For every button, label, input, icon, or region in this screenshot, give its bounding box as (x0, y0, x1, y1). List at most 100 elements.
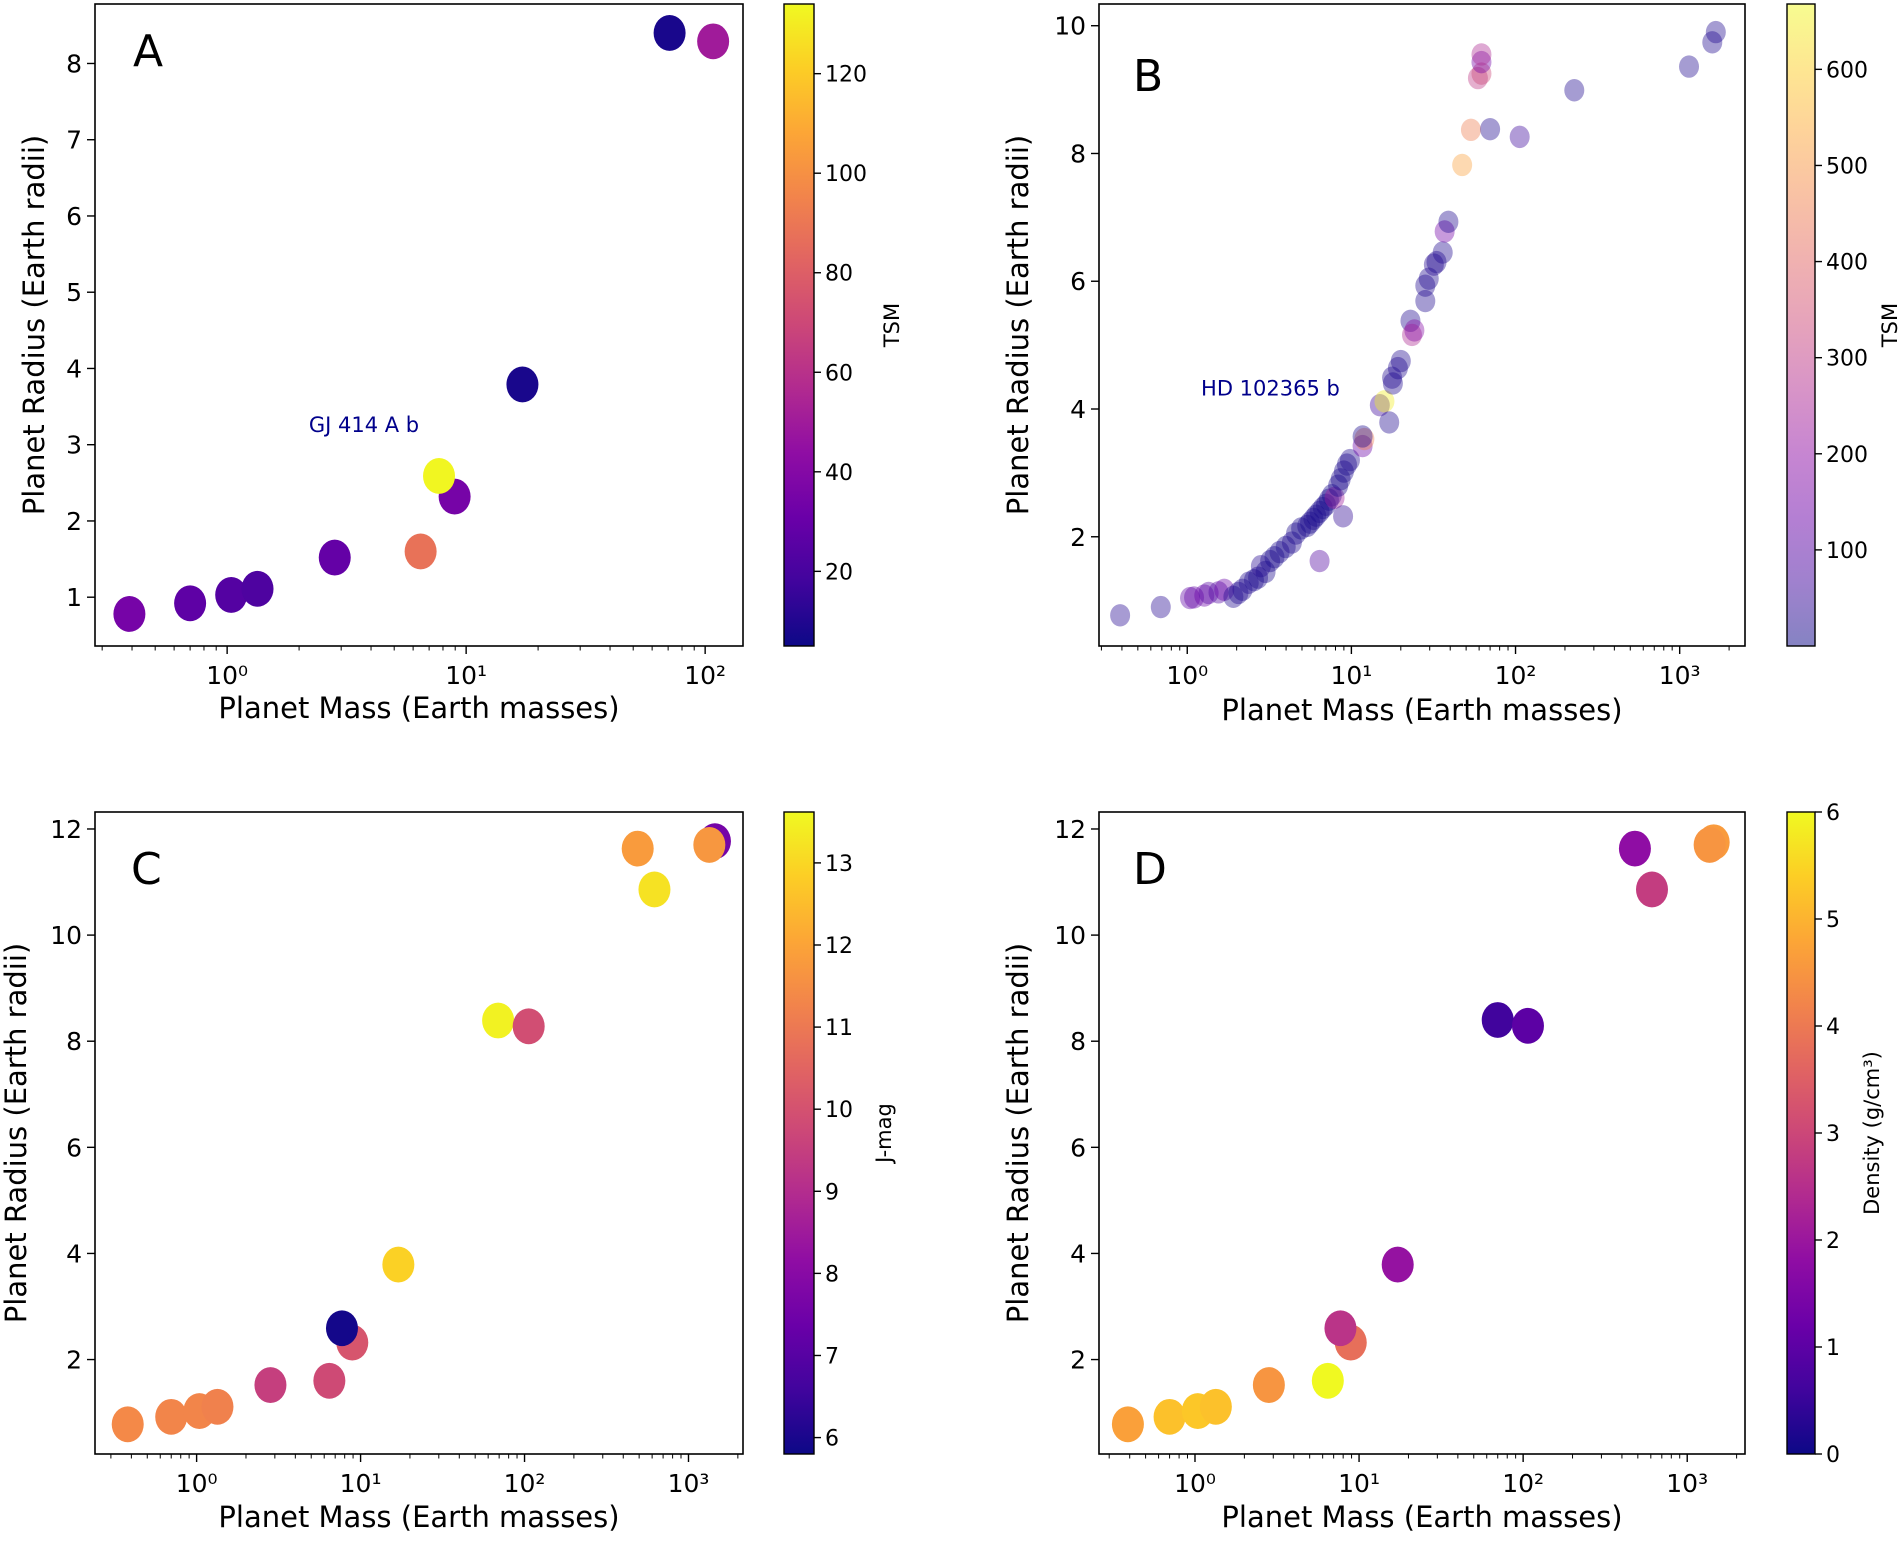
panel-c: 10⁰ 10¹ 10² 10³ 2 4 6 8 10 12 Planet Mass (Earth m… (0, 811, 896, 1534)
data-point (1467, 66, 1488, 90)
panel-label: D (1133, 844, 1167, 895)
data-point (1328, 474, 1349, 497)
y-tick-label: 4 (66, 354, 82, 383)
data-point (1352, 434, 1373, 458)
data-point (1312, 496, 1333, 520)
data-point (1260, 549, 1281, 573)
data-point (241, 570, 274, 607)
data-point (1387, 356, 1408, 380)
data-point (1390, 349, 1411, 373)
y-axis-label: Planet Radius (Earth radii) (0, 943, 33, 1323)
y-tick-label: 10 (1054, 12, 1086, 41)
data-point (1432, 241, 1453, 264)
data-point (1198, 581, 1219, 605)
data-point (1471, 50, 1492, 74)
y-tick-label: 8 (1070, 139, 1086, 168)
data-point (1318, 488, 1339, 511)
colorbar-tick-label: 100 (1826, 539, 1868, 564)
y-tick-label: 2 (1070, 1346, 1086, 1375)
data-point (201, 1388, 234, 1425)
colorbar-tick-label: 300 (1826, 347, 1868, 372)
data-point (1303, 507, 1324, 531)
data-point (1509, 125, 1530, 149)
colorbar-label: TSM (1878, 303, 1900, 348)
planet-annotation: HD 102365 b (1201, 376, 1340, 400)
colorbar-gradient (784, 812, 814, 1454)
data-point (653, 15, 686, 51)
data-point (1438, 210, 1459, 234)
colorbar-tick-label: 6 (825, 1427, 839, 1452)
data-point (1460, 118, 1481, 142)
y-axis-label: Planet Radius (Earth radii) (17, 135, 51, 515)
data-point (1426, 250, 1447, 274)
colorbar-tick-label: 4 (1826, 1015, 1840, 1040)
colorbar-tick-label: 9 (825, 1180, 839, 1205)
data-point (1352, 425, 1373, 448)
y-tick-label: 2 (1070, 523, 1086, 552)
colorbar-tick-label: 500 (1826, 154, 1868, 179)
data-point (1400, 309, 1421, 333)
data-point (1401, 323, 1422, 347)
data-point (1315, 493, 1336, 517)
data-point (174, 585, 207, 622)
y-tick-label: 8 (1070, 1027, 1086, 1056)
x-tick-label: 10² (1502, 1469, 1544, 1498)
x-tick-label: 10¹ (1330, 661, 1372, 690)
panel-label: C (131, 844, 162, 895)
data-point (1208, 581, 1229, 604)
data-point (404, 533, 437, 570)
data-point (1321, 484, 1342, 507)
data-point (1481, 1002, 1514, 1038)
data-point (155, 1398, 188, 1435)
data-point (1228, 581, 1249, 605)
data-point (1250, 554, 1271, 578)
y-axis-label: Planet Radius (Earth radii) (1001, 135, 1035, 515)
data-point (1705, 20, 1726, 44)
planet-annotation: GJ 414 A b (309, 413, 419, 437)
data-point (254, 1367, 287, 1403)
y-tick-label: 4 (1070, 1239, 1086, 1268)
y-tick-label: 12 (1054, 815, 1086, 844)
y-tick-label: 3 (66, 431, 82, 460)
colorbar-tick-label: 5 (1826, 908, 1840, 933)
data-point (1404, 319, 1425, 342)
y-tick-label: 6 (1070, 1133, 1086, 1162)
data-point (1324, 1310, 1357, 1347)
scatter-points (1111, 824, 1730, 1443)
data-point (313, 1362, 346, 1399)
data-point (325, 1310, 358, 1347)
x-axis-label: Planet Mass (Earth masses) (218, 691, 619, 725)
colorbar-tick-label: 1 (1826, 1336, 1840, 1361)
data-point (1423, 253, 1444, 276)
data-point (1336, 453, 1357, 476)
data-point (1306, 504, 1327, 527)
data-point (1324, 486, 1345, 509)
data-point (1511, 1007, 1544, 1044)
axes-frame (94, 3, 744, 647)
colorbar-tick-label: 10 (825, 1098, 853, 1123)
data-point (1223, 585, 1244, 609)
data-point (621, 830, 654, 867)
data-point (1199, 1388, 1232, 1425)
colorbar-gradient (1787, 4, 1815, 646)
y-tick-label: 4 (1070, 395, 1086, 424)
data-point (1286, 522, 1307, 545)
data-point (1374, 390, 1395, 413)
data-point (382, 1246, 415, 1283)
colorbar-tick-label: 200 (1826, 443, 1868, 468)
scatter-points (113, 15, 730, 632)
colorbar-tick-label: 3 (1826, 1122, 1840, 1147)
colorbar-tick-label: 11 (825, 1016, 853, 1041)
y-tick-label: 4 (66, 1239, 82, 1268)
y-tick-label: 8 (66, 1027, 82, 1056)
x-tick-label: 10⁰ (176, 1469, 218, 1498)
y-tick-label: 8 (66, 49, 82, 78)
data-point (1180, 586, 1201, 610)
data-point (1311, 1362, 1344, 1399)
x-tick-label: 10³ (1666, 1469, 1708, 1498)
colorbar-tick-label: 0 (1826, 1443, 1840, 1468)
colorbar-label: Density (g/cm³) (1860, 1051, 1884, 1215)
data-point (423, 458, 456, 494)
x-tick-label: 10³ (668, 1469, 710, 1498)
scatter-points (111, 823, 731, 1443)
